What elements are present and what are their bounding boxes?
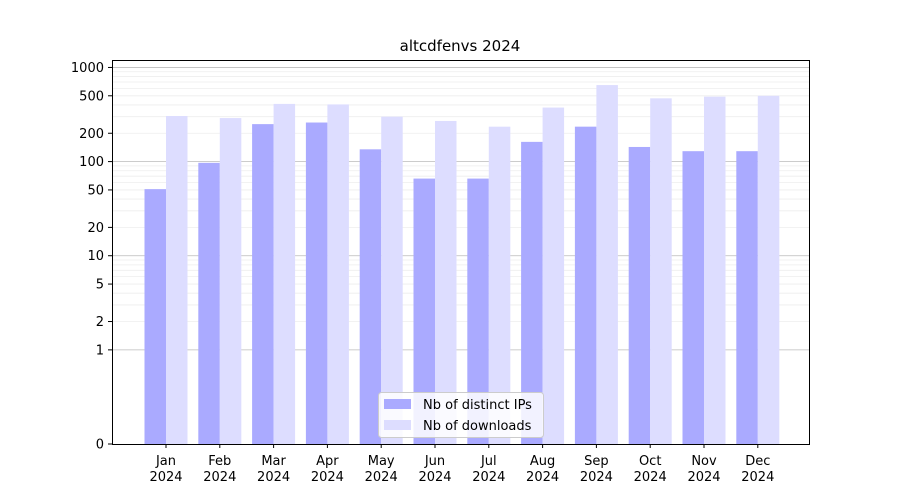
bars — [144, 85, 780, 445]
bar-downloads-8 — [542, 107, 565, 444]
legend-box — [378, 392, 544, 438]
legend-label-distinct-ips: Nb of distinct IPs — [423, 398, 532, 413]
y-tick-label: 100 — [79, 155, 104, 170]
bar-downloads-12 — [757, 95, 780, 444]
bar-distinct-ips-2 — [198, 162, 220, 445]
plot-frame — [112, 60, 810, 445]
legend-label-downloads: Nb of downloads — [423, 419, 532, 434]
bar-downloads-10 — [650, 98, 672, 445]
chart-title: altcdfenvs 2024 — [400, 37, 521, 55]
y-tick-label: 0 — [96, 438, 104, 453]
bar-distinct-ips-5 — [359, 149, 382, 444]
x-tick-label: Nov 2024 — [687, 454, 720, 485]
y-tick-label: 500 — [79, 89, 104, 104]
bar-distinct-ips-9 — [574, 126, 597, 445]
y-tick-label: 20 — [87, 221, 104, 236]
bar-downloads-9 — [596, 85, 618, 444]
bar-distinct-ips-10 — [628, 146, 651, 444]
y-tick-label: 2 — [96, 315, 104, 330]
bar-downloads-5 — [381, 116, 403, 444]
bar-downloads-7 — [488, 126, 511, 445]
x-tick-label: Feb 2024 — [203, 454, 236, 485]
x-axis: Jan 2024 Feb 2024 Mar 2024 Apr 2024 May 2024 Jun 20… — [149, 444, 774, 485]
legend: Nb of distinct IPs Nb of downloads — [378, 392, 544, 438]
bar-downloads-2 — [219, 118, 242, 445]
x-tick-label: Jan 2024 — [149, 454, 182, 485]
bar-distinct-ips-7 — [467, 178, 489, 445]
legend-swatch-distinct-ips — [384, 399, 411, 409]
x-tick-label: Jul 2024 — [472, 454, 505, 485]
x-tick-label: Dec 2024 — [741, 454, 774, 485]
y-tick-label: 1000 — [71, 61, 104, 76]
x-tick-label: Jun 2024 — [418, 454, 451, 485]
y-tick-label: 200 — [79, 127, 104, 142]
x-tick-label: May 2024 — [365, 454, 398, 485]
x-tick-label: Apr 2024 — [311, 454, 344, 485]
y-tick-label: 5 — [96, 278, 104, 293]
y-tick-label: 50 — [87, 183, 104, 198]
bar-distinct-ips-1 — [144, 189, 166, 444]
bar-downloads-6 — [435, 120, 457, 445]
bar-distinct-ips-11 — [682, 151, 704, 444]
bar-distinct-ips-3 — [252, 124, 274, 444]
bar-distinct-ips-8 — [521, 141, 543, 444]
bar-downloads-11 — [704, 96, 726, 445]
y-axis: 0 1 2 5 10 20 50 100 200 500 1000 — [71, 61, 112, 453]
y-tick-label: 10 — [87, 249, 104, 264]
x-tick-label: Mar 2024 — [257, 454, 290, 485]
x-tick-label: Sep 2024 — [580, 454, 613, 485]
y-tick-label: 1 — [96, 343, 104, 358]
bar-distinct-ips-12 — [736, 151, 758, 444]
x-tick-label: Aug 2024 — [526, 454, 559, 485]
bar-downloads-1 — [166, 116, 188, 445]
bar-distinct-ips-6 — [413, 178, 435, 445]
bar-downloads-3 — [273, 103, 296, 445]
bar-distinct-ips-4 — [305, 122, 328, 444]
x-tick-label: Oct 2024 — [634, 454, 667, 485]
legend-swatch-downloads — [384, 420, 411, 430]
bar-downloads-4 — [327, 104, 349, 444]
